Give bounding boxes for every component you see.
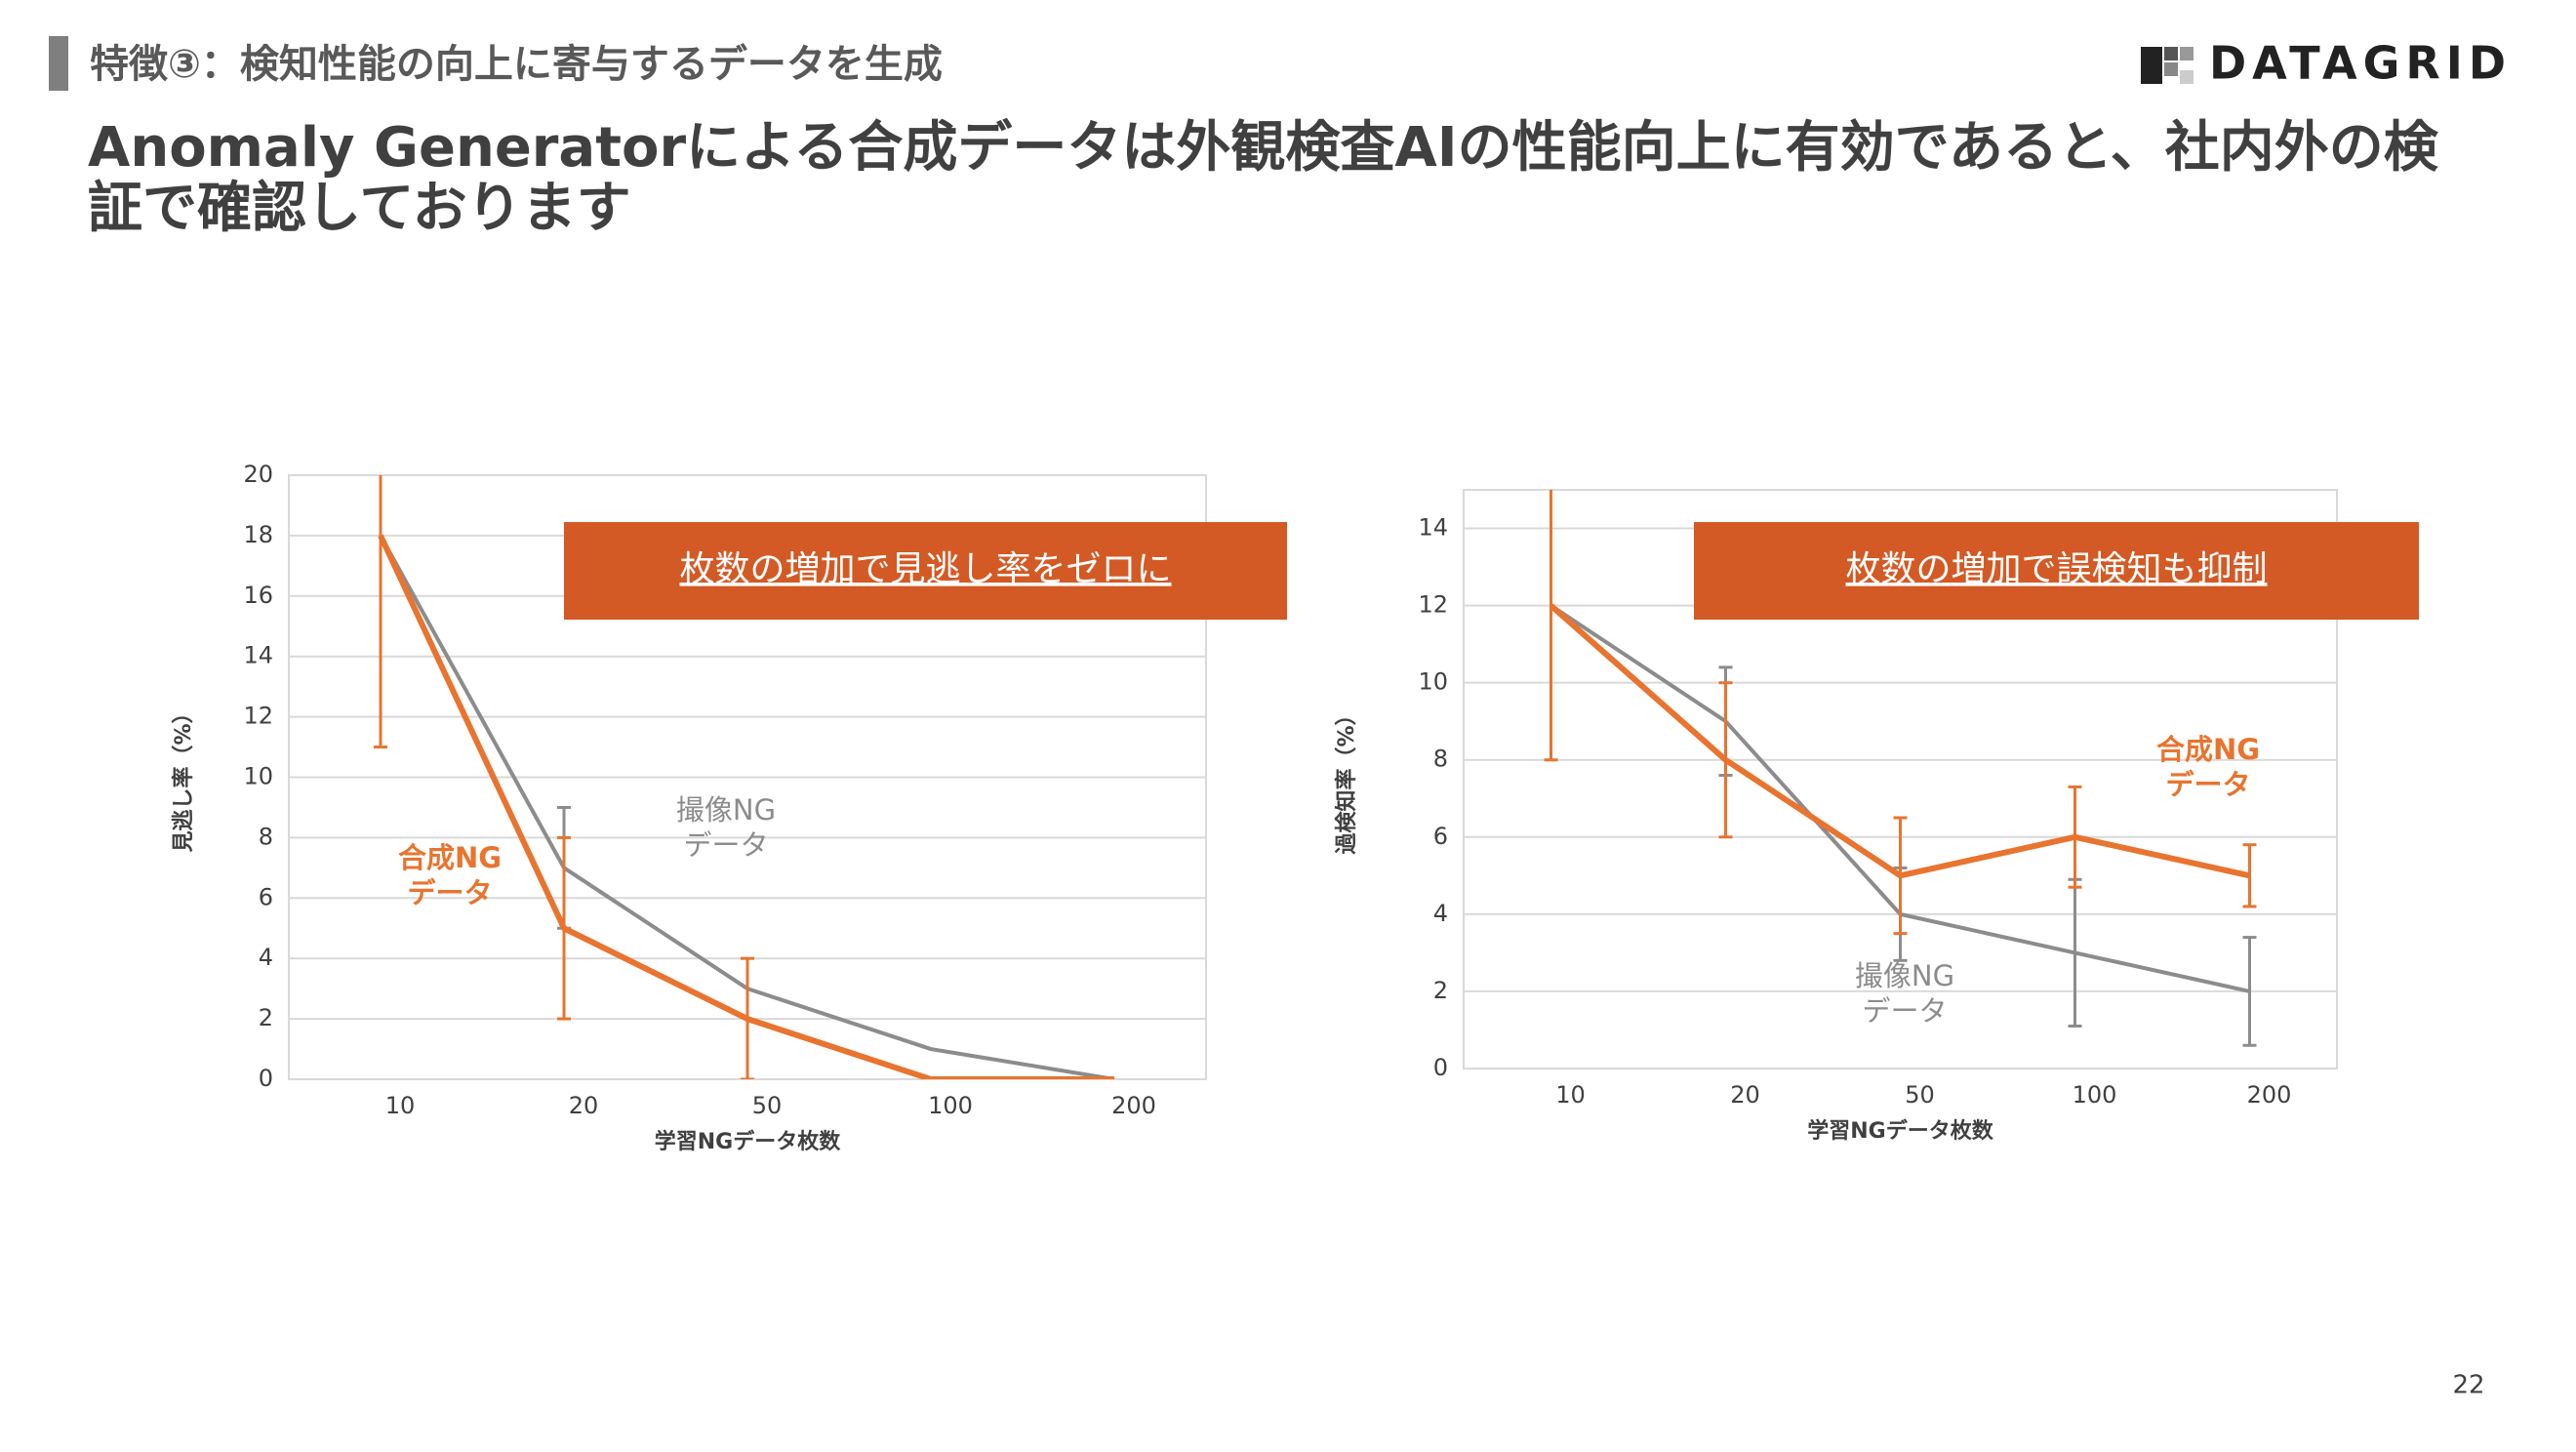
y-tick-label: 12: [1418, 591, 1448, 619]
callout-box: [564, 522, 1287, 620]
series-label: データ: [1862, 994, 1947, 1028]
series-label: 合成NG: [2156, 733, 2260, 766]
y-tick-label: 12: [243, 703, 273, 730]
y-tick-label: 10: [243, 763, 273, 790]
error-bar: [2242, 936, 2257, 1047]
y-tick-label: 16: [243, 582, 273, 609]
y-tick-label: 4: [1433, 900, 1448, 927]
error-bar: [741, 956, 754, 1079]
y-tick-label: 20: [243, 461, 273, 488]
y-axis-label: 見逃し率（%）: [171, 702, 196, 852]
error-bar: [1718, 681, 1733, 839]
y-tick-label: 6: [259, 883, 273, 910]
x-tick-label: 100: [928, 1092, 973, 1119]
y-axis-label: 過検知率（%）: [1334, 704, 1359, 854]
series-label: データ: [683, 828, 768, 862]
x-axis-label: 学習NGデータ枚数: [1807, 1118, 1993, 1144]
series-label: 撮像NG: [676, 793, 776, 827]
y-tick-label: 6: [1433, 823, 1448, 850]
y-tick-label: 2: [259, 1004, 273, 1031]
x-tick-label: 10: [1555, 1081, 1586, 1109]
plot-area: [374, 475, 1115, 1079]
series-label: 撮像NG: [1855, 959, 1954, 992]
y-tick-label: 2: [1433, 977, 1448, 1004]
series-label: 合成NG: [398, 841, 502, 874]
y-tick-label: 18: [243, 521, 273, 548]
y-tick-label: 14: [243, 642, 273, 669]
error-bar: [2068, 785, 2082, 889]
y-tick-label: 4: [259, 944, 273, 971]
series-label: データ: [407, 876, 492, 909]
y-tick-label: 10: [1418, 668, 1448, 696]
x-tick-label: 50: [1905, 1081, 1935, 1109]
section-bar: [49, 36, 68, 91]
logo-icon: [2141, 47, 2194, 84]
error-bar: [2242, 843, 2257, 908]
callout-text: 枚数の増加で誤検知も抑制: [1845, 549, 2267, 589]
error-bar: [557, 835, 571, 1021]
x-axis-label: 学習NGデータ枚数: [655, 1129, 841, 1154]
y-tick-label: 0: [259, 1065, 273, 1092]
x-tick-label: 20: [569, 1092, 599, 1119]
x-tick-label: 200: [2247, 1081, 2292, 1109]
section-title: 特徴③：検知性能の向上に寄与するデータを生成: [90, 42, 943, 87]
callout-text: 枚数の増加で見逃し率をゼロに: [679, 549, 1171, 589]
title: Anomaly Generatorによる合成データは外観検査AIの性能向上に有効…: [88, 116, 2439, 180]
y-tick-label: 0: [1433, 1054, 1448, 1081]
plot-border: [1463, 489, 2338, 1069]
page-number: 22: [2452, 1371, 2484, 1400]
plot-area: [1544, 490, 2257, 1047]
series-label: データ: [2165, 768, 2250, 801]
error-bar: [374, 475, 387, 749]
x-tick-label: 100: [2073, 1081, 2117, 1109]
error-bar: [1544, 490, 1558, 762]
callout-box: [1694, 522, 2419, 620]
error-bar: [1893, 816, 1908, 936]
x-tick-label: 20: [1730, 1081, 1760, 1109]
y-tick-label: 8: [1433, 746, 1448, 773]
x-tick-label: 50: [752, 1092, 783, 1119]
x-tick-label: 10: [385, 1092, 416, 1119]
x-tick-label: 200: [1111, 1092, 1156, 1119]
y-tick-label: 14: [1418, 514, 1448, 542]
y-tick-label: 8: [259, 823, 273, 850]
title: 証で確認しております: [88, 177, 631, 240]
logo: DATAGRID: [2209, 37, 2512, 90]
